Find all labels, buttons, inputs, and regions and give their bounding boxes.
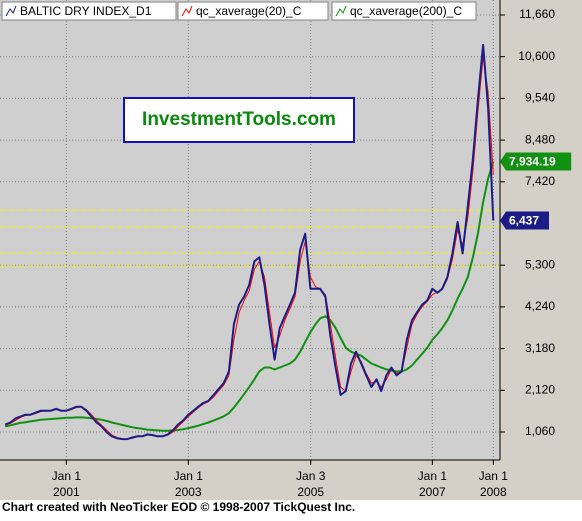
y-tick-label: 8,480 [525,132,555,146]
x-tick-label: Jan 1 [479,469,509,483]
legend-label: qc_xaverage(200)_C [350,4,462,18]
y-tick-label: 10,600 [518,49,555,63]
y-tick-label: 1,060 [525,424,555,438]
end-label-box [500,152,572,171]
legend-box [177,1,329,21]
legend-box [1,1,177,21]
y-tick-label: 9,540 [525,91,555,105]
watermark-box [123,97,355,143]
y-tick-label: 2,120 [525,382,555,396]
watermark: InvestmentTools.com [142,109,336,130]
y-tick-label: 4,240 [525,299,555,313]
x-tick-year: 2003 [175,485,202,499]
x-tick-label: Jan 1 [174,469,204,483]
x-tick-label: Jan 1 [418,469,448,483]
x-tick-year: 2007 [419,485,446,499]
x-tick-year: 2005 [297,485,324,499]
x-tick-label: Jan 3 [296,469,326,483]
x-tick-year: 2008 [480,485,507,499]
x-tick-year: 2001 [53,485,80,499]
legend-box [331,1,477,21]
end-label: 7,934.19 [509,155,556,169]
x-tick-label: Jan 1 [52,469,82,483]
series-line [4,43,495,441]
legend-label: qc_xaverage(20)_C [196,4,302,18]
y-tick-label: 5,300 [525,257,555,271]
legend-icon [181,5,193,17]
y-tick-label: 11,660 [519,7,555,21]
end-label: 6,437 [509,214,539,228]
end-label-box [500,211,549,230]
plot-area [0,0,500,460]
legend-icon [335,5,347,17]
y-tick-label: 3,180 [525,341,555,355]
legend-icon [5,5,17,17]
y-tick-label: 7,420 [525,174,555,188]
footer: Chart created with NeoTicker EOD © 1998-… [2,500,355,514]
series-line [4,161,495,432]
legend-label: BALTIC DRY INDEX_D1 [20,4,152,18]
